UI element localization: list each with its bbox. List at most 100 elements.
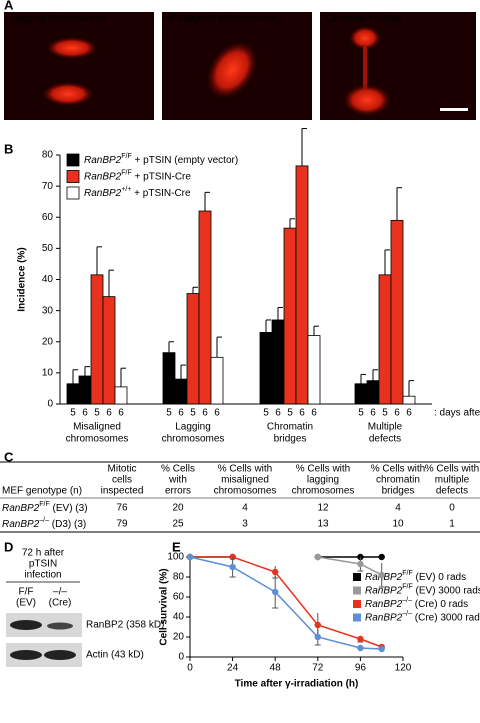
micrographs (4, 12, 476, 120)
blot-band (44, 650, 76, 660)
micrograph (320, 12, 476, 120)
blob (349, 26, 381, 50)
legend-swatch (66, 186, 80, 200)
column-header: misaligned (221, 475, 269, 486)
column-header: chromosomes (292, 486, 355, 497)
table-cell: 79 (116, 519, 128, 530)
day-label: 5 (70, 408, 76, 419)
bar (162, 352, 176, 405)
scale-bar (440, 108, 468, 111)
bar (378, 274, 392, 405)
y-tick-label: 20 (173, 632, 185, 643)
blot-band (47, 622, 73, 630)
marker (272, 568, 279, 576)
column-header: % Cells with (296, 464, 350, 475)
marker (357, 560, 364, 568)
blot-header: pTSIN (29, 559, 57, 570)
y-tick-label: 30 (42, 305, 54, 316)
panel-label: B (4, 141, 13, 156)
bar (259, 332, 273, 405)
blob (206, 40, 258, 100)
genotype: F/F (121, 153, 132, 160)
marker (378, 645, 385, 653)
column-header: % Cells (161, 464, 195, 475)
genotype: F/F (39, 501, 50, 508)
blot-band (10, 650, 42, 660)
genotype: +/+ (121, 186, 131, 193)
marker (378, 553, 385, 561)
table-cell: 0 (449, 503, 455, 514)
day-label: 6 (178, 408, 184, 419)
y-tick-label: 60 (42, 212, 54, 223)
gene-name: RanBP2 (365, 599, 403, 610)
column-header: MEF genotype (n) (2, 486, 82, 497)
column-header: Mitotic (108, 464, 137, 475)
bar (390, 219, 404, 405)
column-header: with (168, 475, 187, 486)
gene-name: RanBP2 (84, 171, 122, 182)
marker (314, 633, 321, 641)
x-tick-label: 48 (270, 663, 282, 674)
x-tick-label: Misaligned (73, 422, 121, 433)
day-label: 6 (214, 408, 220, 419)
gene-name: RanBP2 (365, 585, 403, 596)
blob (46, 37, 98, 59)
x-tick-label: Lagging (175, 422, 211, 433)
bar (354, 383, 368, 405)
label-rest: + pTSIN-Cre (131, 188, 191, 199)
x-tick-label: chromosomes (66, 434, 129, 445)
gene-name: RanBP2 (84, 155, 122, 166)
y-tick-label: 60 (173, 592, 185, 603)
legend-entry: RanBP2F/F + pTSIN-Cre (84, 170, 191, 182)
day-label: 5 (382, 408, 388, 419)
column-header: errors (165, 486, 191, 497)
x-tick-label: 72 (312, 663, 324, 674)
marker (314, 553, 321, 561)
gene-name: RanBP2 (365, 612, 403, 623)
x-tick-label: 96 (355, 663, 367, 674)
blot-header: infection (24, 570, 61, 581)
y-tick-label: 20 (42, 336, 54, 347)
y-axis-label: Incidence (%) (17, 247, 28, 311)
bar (366, 380, 380, 405)
column-header: % Cells with (371, 464, 425, 475)
bar (66, 383, 80, 405)
x-axis-label: Time after γ-irradiation (h) (235, 679, 359, 690)
panel-label: C (4, 449, 14, 464)
label-rest: (EV) 3000 rads (413, 585, 480, 596)
label-rest: (Cre) 3000 rads (412, 612, 480, 623)
bar (198, 210, 212, 405)
x-tick-label: 120 (395, 663, 412, 674)
column-header: multiple (435, 475, 470, 486)
gene-name: RanBP2 (2, 519, 40, 530)
bar (283, 227, 297, 405)
label-rest: (Cre) 0 rads (412, 599, 468, 610)
table-cell: 25 (172, 519, 184, 530)
day-label: 6 (106, 408, 112, 419)
table-cell: 4 (242, 503, 248, 514)
table-cell: 4 (395, 503, 401, 514)
genotype: –/– (402, 597, 412, 604)
blot-band (10, 620, 42, 630)
legend-entry: RanBP2–/– (Cre) 3000 rads (365, 611, 480, 623)
bar (295, 165, 309, 405)
table-cell: 10 (392, 519, 404, 530)
band-label: RanBP2 (358 kD) (86, 620, 164, 631)
gene-name: RanBP2 (2, 503, 40, 514)
image-caption: Misaligned chromosome (168, 14, 277, 25)
day-label: 5 (190, 408, 196, 419)
lane-label: (Cre) (49, 598, 72, 609)
panel-label: D (4, 539, 13, 554)
genotype: F/F (402, 584, 413, 591)
blot-header: 72 h after (22, 548, 65, 559)
day-label: 6 (202, 408, 208, 419)
lane-label: –/– (53, 587, 67, 598)
x-tick-label: 24 (227, 663, 239, 674)
day-label: 6 (299, 408, 305, 419)
series-line (189, 556, 382, 650)
x-tick-label: 0 (187, 663, 193, 674)
bar (186, 293, 200, 405)
x-tick-label: Chromatin (267, 422, 313, 433)
x-tick-label: Multiple (368, 422, 403, 433)
